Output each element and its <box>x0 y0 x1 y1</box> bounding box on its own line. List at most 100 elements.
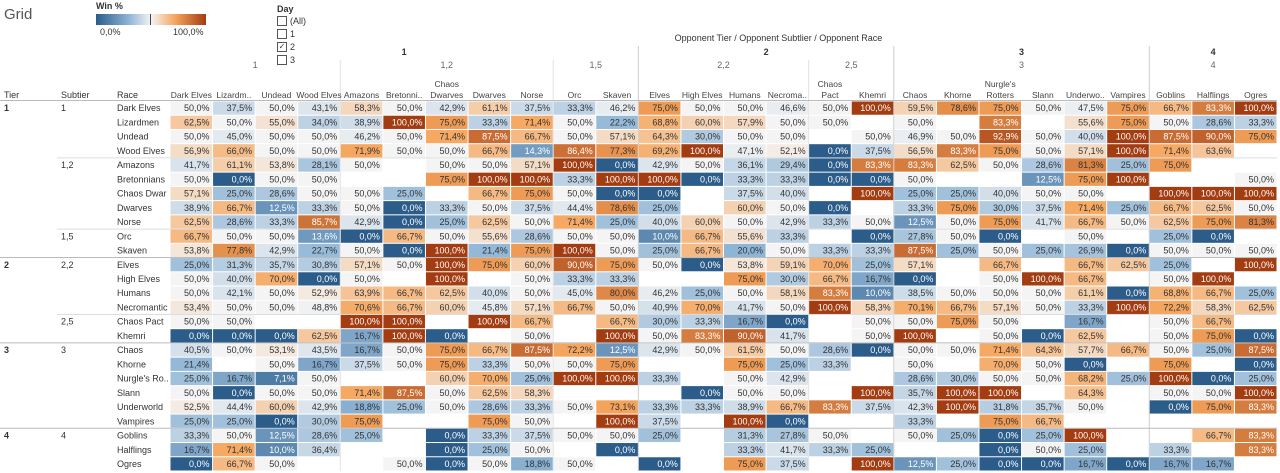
heatmap-cell <box>979 286 1022 300</box>
cell-value-label: 66,7% <box>610 317 636 327</box>
cell-value-label: 33,3% <box>184 431 210 441</box>
heatmap-cell <box>425 115 468 129</box>
heatmap-cell <box>255 229 298 243</box>
checkbox-icon[interactable] <box>277 29 287 39</box>
cell-value-label: 0,0% <box>274 416 295 426</box>
cell-value-label: 50,0% <box>440 146 466 156</box>
heatmap-cell <box>638 457 681 471</box>
day-option-3[interactable]: 3 <box>277 55 295 65</box>
heatmap-cell <box>596 357 638 371</box>
cell-value-label: 0,0% <box>657 459 678 469</box>
heatmap-cell <box>851 186 894 201</box>
checkbox-icon[interactable] <box>277 55 287 65</box>
cell-value-label: 30,0% <box>312 416 338 426</box>
heatmap-cell <box>1064 357 1107 371</box>
heatmap-cell <box>1064 457 1107 471</box>
checkbox-icon[interactable] <box>277 16 287 26</box>
cell-value-label: 46,2% <box>652 288 678 298</box>
heatmap-cell <box>1149 258 1192 272</box>
heatmap-cell <box>425 172 468 186</box>
cell-value-label: 0,0% <box>1126 288 1147 298</box>
cell-value-label: 52,1% <box>780 146 806 156</box>
heatmap-cell <box>766 172 809 186</box>
cell-value-label: 64,3% <box>1036 345 1062 355</box>
cell-value-label: 75,0% <box>354 416 380 426</box>
heatmap-cell <box>851 329 894 343</box>
heatmap-cell <box>298 172 340 186</box>
cell-value-label: 50,0% <box>269 174 295 184</box>
row-race-label: Lizardmen <box>117 117 159 127</box>
heatmap-cell <box>1064 272 1107 286</box>
heatmap-cell <box>724 371 766 386</box>
cell-value-label: 62,5% <box>1206 203 1232 213</box>
heatmap-cell <box>468 101 511 115</box>
day-option-1[interactable]: 1 <box>277 29 295 39</box>
cell-value-label: 33,3% <box>780 231 806 241</box>
day-option-all[interactable]: (All) <box>277 16 306 26</box>
heatmap-cell <box>383 144 425 158</box>
heatmap-cell <box>1192 386 1234 400</box>
heatmap-cell <box>553 201 596 215</box>
cell-value-label: 90,0% <box>567 260 593 270</box>
heatmap-cell <box>468 158 511 172</box>
heatmap-cell <box>383 400 425 414</box>
cell-value-label: 7,1% <box>274 374 295 384</box>
cell-value-label: 25,0% <box>652 203 678 213</box>
column-race-label: Chaos <box>903 90 928 100</box>
cell-value-label: 25,0% <box>482 445 508 455</box>
cell-value-label: 52,5% <box>184 402 210 412</box>
cell-value-label: 45,0% <box>567 288 593 298</box>
heatmap-cell <box>596 101 638 115</box>
cell-value-label: 62,5% <box>1163 217 1189 227</box>
row-race-label: Slann <box>117 388 140 398</box>
cell-value-label: 36,1% <box>738 160 764 170</box>
cell-value-label: 87,5% <box>525 345 551 355</box>
heatmap-cell <box>1149 329 1192 343</box>
cell-value-label: 16,7% <box>354 345 380 355</box>
heatmap-cell <box>766 314 809 329</box>
cell-value-label: 0,0% <box>189 331 210 341</box>
heatmap-cell <box>170 371 213 386</box>
cell-value-label: 50,0% <box>397 132 423 142</box>
cell-value-label: 46,6% <box>780 103 806 113</box>
heatmap-cell <box>255 243 298 258</box>
heatmap-cell <box>1234 243 1277 258</box>
cell-value-label: 31,3% <box>227 260 253 270</box>
checkbox-icon[interactable]: ✓ <box>277 42 287 52</box>
cell-value-label: 50,0% <box>440 388 466 398</box>
heatmap-cell <box>596 314 638 329</box>
heatmap-cell <box>425 343 468 357</box>
column-race-label: Dark Elves <box>171 90 212 100</box>
heatmap-cell <box>724 229 766 243</box>
heatmap-cell <box>936 201 979 215</box>
heatmap-cell <box>511 258 553 272</box>
heatmap-cell <box>383 229 425 243</box>
cell-value-label: 50,0% <box>184 388 210 398</box>
heatmap-cell <box>425 286 468 300</box>
column-race-label: Norse <box>521 90 544 100</box>
column-race-label: Bretonni.. <box>386 90 422 100</box>
day-option-2[interactable]: ✓ 2 <box>277 42 295 52</box>
heatmap-cell <box>255 286 298 300</box>
heatmap-cell <box>383 386 425 400</box>
cell-value-label: 71,4% <box>1078 203 1104 213</box>
heatmap-cell <box>255 215 298 229</box>
cell-value-label: 50,0% <box>1036 445 1062 455</box>
cell-value-label: 20,0% <box>738 246 764 256</box>
heatmap-cell <box>1064 215 1107 229</box>
cell-value-label: 25,0% <box>525 374 551 384</box>
row-race-label: Chaos Pact <box>117 317 164 327</box>
heatmap-cell <box>468 286 511 300</box>
cell-value-label: 33,3% <box>610 274 636 284</box>
cell-value-label: 100,0% <box>733 416 764 426</box>
cell-value-label: 33,3% <box>312 203 338 213</box>
cell-value-label: 25,0% <box>1248 374 1274 384</box>
cell-value-label: 50,0% <box>908 317 934 327</box>
cell-value-label: 28,6% <box>269 189 295 199</box>
heatmap-cell <box>1149 371 1192 386</box>
row-race-label: Halflings <box>117 445 152 455</box>
heatmap-cell <box>766 144 809 158</box>
heatmap-cell <box>1064 300 1107 314</box>
cell-value-label: 16,7% <box>312 359 338 369</box>
cell-value-label: 57,1% <box>1078 146 1104 156</box>
